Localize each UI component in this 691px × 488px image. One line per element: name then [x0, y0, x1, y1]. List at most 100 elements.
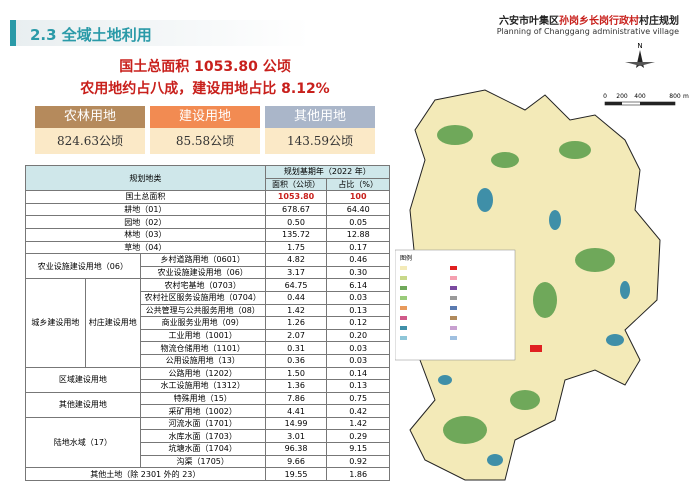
category-cell: 国土总面积 [25, 190, 266, 204]
svg-text:N: N [637, 42, 642, 50]
title-c: 村庄规划 [639, 16, 679, 27]
forest-patches [425, 125, 615, 444]
category-cell: 特殊用地（15） [139, 391, 266, 406]
summary-value: 143.59公顷 [265, 128, 375, 154]
value-cell: 0.36 [264, 353, 328, 368]
value-cell: 12.88 [326, 227, 390, 242]
value-cell: 0.03 [326, 353, 390, 368]
category-cell: 物流仓储用地（1101） [139, 341, 266, 355]
summary-label: 农林用地 [35, 106, 145, 128]
category-cell: 乡村道路用地（0601） [139, 253, 266, 267]
value-cell: 1.86 [326, 467, 390, 481]
value-cell: 1.36 [264, 379, 328, 393]
category-cell: 工业用地（1001） [139, 328, 266, 343]
summary-label: 建设用地 [150, 106, 260, 128]
value-cell: 135.72 [264, 227, 328, 242]
value-cell: 1.42 [264, 303, 328, 318]
header-cell: 规划基期年（2022 年） [264, 165, 391, 179]
value-cell: 64.40 [326, 202, 390, 217]
category-cell: 林地（03） [25, 227, 266, 242]
section-title: 2.3 全域土地利用 [30, 26, 152, 44]
value-cell: 0.31 [264, 341, 328, 355]
scale-bar [605, 102, 622, 105]
header-cell: 面积（公顷） [264, 177, 328, 192]
category-cell: 其他土地（除 2301 外的 23） [25, 467, 266, 481]
category-cell: 耕地（01） [25, 202, 266, 217]
value-cell: 0.13 [326, 303, 390, 318]
section-bar [10, 20, 16, 46]
value-cell: 9.15 [326, 442, 390, 456]
legend-swatches [400, 266, 457, 340]
land-use-table: 规划地类 规划基期年（2022 年） 面积（公顷） 占比（%） 国土总面积 1053.80… [25, 164, 391, 481]
value-cell: 0.13 [326, 379, 390, 393]
category-cell: 村庄建设用地 [84, 278, 141, 368]
category-cell: 城乡建设用地 [25, 278, 86, 368]
value-cell: 0.05 [326, 215, 390, 229]
map: N 图例 0 200 400 800 m [395, 42, 689, 481]
category-cell: 水工设施用地（1312） [139, 379, 266, 393]
section-band: 2.3 全域土地利用 [10, 20, 310, 46]
value-cell: 19.55 [264, 467, 328, 481]
north-arrow: N [625, 42, 655, 68]
value-cell: 4.41 [264, 404, 328, 418]
summary-value: 824.63公顷 [35, 128, 145, 154]
plan-subtitle: Planning of Changgang administrative vil… [496, 27, 679, 36]
category-cell: 区域建设用地 [25, 366, 141, 393]
value-cell: 0.75 [326, 391, 390, 406]
village-center [530, 345, 542, 352]
value-cell: 100 [326, 190, 390, 204]
value-cell: 0.17 [326, 240, 390, 255]
category-cell: 农业设施建设用地（06） [139, 265, 266, 280]
category-cell: 园地（02） [25, 215, 266, 229]
value-cell: 9.66 [264, 454, 328, 469]
value-cell: 0.03 [326, 341, 390, 355]
value-cell: 0.30 [326, 265, 390, 280]
headline: 国土总面积 1053.80 公顷 [119, 59, 291, 75]
category-cell: 坑塘水面（1704） [139, 442, 266, 456]
scale-label: 400 [634, 93, 646, 100]
scale-label: 0 [603, 93, 607, 100]
scale-bar [640, 102, 675, 105]
value-cell: 1.42 [326, 416, 390, 431]
value-cell: 0.14 [326, 366, 390, 381]
category-cell: 公共管理与公共服务用地（08） [139, 303, 266, 318]
header-cell: 规划地类 [25, 164, 266, 192]
legend-title: 图例 [400, 254, 412, 262]
scale-label: 800 [669, 93, 681, 100]
category-cell: 公用设施用地（13） [139, 353, 266, 368]
value-cell: 0.42 [326, 404, 390, 418]
value-cell: 1.50 [264, 366, 328, 381]
value-cell: 0.12 [326, 316, 390, 330]
category-cell: 农村社区服务设施用地（0704） [139, 290, 266, 305]
value-cell: 2.07 [264, 328, 328, 343]
water-patches [438, 188, 630, 466]
value-cell: 0.29 [326, 429, 390, 444]
header-cell: 占比（%） [326, 177, 390, 192]
value-cell: 4.82 [264, 253, 328, 267]
value-cell: 96.38 [264, 442, 328, 456]
value-cell: 0.44 [264, 290, 328, 305]
category-cell: 农业设施建设用地（06） [25, 253, 141, 280]
category-cell: 农村宅基地（0703） [139, 278, 266, 292]
category-cell: 其他建设用地 [25, 391, 141, 418]
value-cell: 0.50 [264, 215, 328, 229]
summary-label: 其他用地 [265, 106, 375, 128]
value-cell: 1053.80 [264, 190, 328, 204]
category-cell: 河流水面（1701） [139, 416, 266, 431]
value-cell: 1.26 [264, 316, 328, 330]
value-cell: 64.75 [264, 278, 328, 292]
value-cell: 14.99 [264, 416, 328, 431]
value-cell: 3.01 [264, 429, 328, 444]
value-cell: 1.75 [264, 240, 328, 255]
category-cell: 商业服务业用地（09） [139, 316, 266, 330]
value-cell: 6.14 [326, 278, 390, 292]
plan-title: 六安市叶集区孙岗乡长岗行政村村庄规划 [499, 12, 679, 27]
value-cell: 7.86 [264, 391, 328, 406]
scale-label: m [683, 93, 689, 100]
category-cell: 陆地水域（17） [25, 416, 141, 469]
scale-label: 200 [616, 93, 628, 100]
headline: 农用地约占八成，建设用地占比 8.12% [80, 81, 330, 97]
category-cell: 公路用地（1202） [139, 366, 266, 381]
value-cell: 0.20 [326, 328, 390, 343]
value-cell: 678.67 [264, 202, 328, 217]
